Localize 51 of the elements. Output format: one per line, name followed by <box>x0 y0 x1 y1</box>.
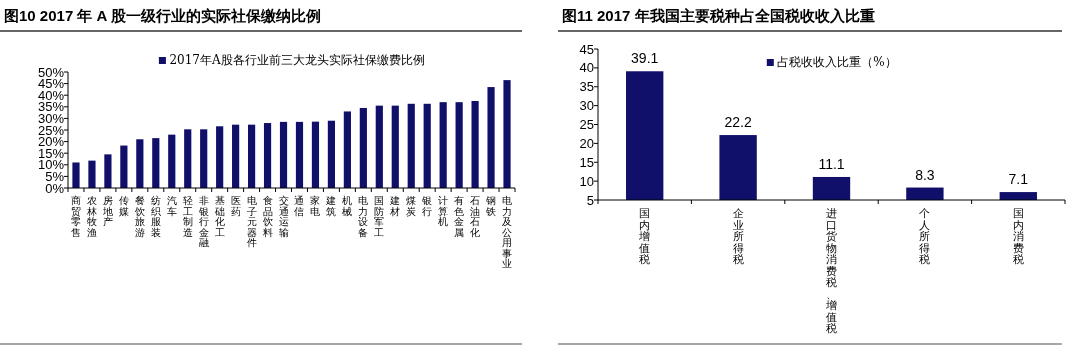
x-tick-label: 餐饮旅游 <box>134 195 145 238</box>
x-tick-label: 计算机 <box>438 195 449 228</box>
data-label: 39.1 <box>631 50 659 67</box>
x-tick-label: 银行 <box>422 195 433 217</box>
x-tick-label: 机械 <box>342 195 353 217</box>
y-tick-label: 25 <box>579 117 594 132</box>
x-tick-label: 通信 <box>294 195 305 217</box>
x-tick-label: 纺织服装 <box>150 195 161 238</box>
x-tick-label: 企业所得税 <box>732 207 744 267</box>
y-tick-label: 5 <box>586 192 594 208</box>
x-tick-label: 石油石化 <box>470 195 481 238</box>
x-tick-label: 有色金属 <box>454 195 465 238</box>
y-tick-label: 40 <box>579 60 594 76</box>
x-tick-label: 基础化工 <box>214 195 225 238</box>
data-label: 11.1 <box>818 155 845 172</box>
x-tick-label: 钢铁 <box>486 195 497 217</box>
x-tick-label: 食品饮料 <box>262 195 273 238</box>
y-tick-label: 45 <box>579 41 594 57</box>
x-tick-label: 轻工制造 <box>182 195 193 238</box>
data-label: 22.2 <box>724 114 752 131</box>
chart-title: 图11 2017 年我国主要税种占全国税收收入比重 <box>562 7 875 26</box>
x-tick-label: 个人所得税 <box>919 207 931 267</box>
x-tick-label: 交通运输 <box>278 195 289 238</box>
x-tick-label: 建筑 <box>326 195 337 217</box>
x-tick-label: 电子元器件 <box>246 195 257 249</box>
x-tick-label: 房地产 <box>102 195 113 228</box>
x-tick-label: 国内消费税 <box>1012 207 1024 267</box>
data-label: 8.3 <box>915 166 935 183</box>
x-tick-label: 商贸零售 <box>70 195 81 238</box>
x-tick-label: 电力设备 <box>358 195 369 238</box>
x-tick-label: 国防军工 <box>374 195 385 238</box>
legend-label: 2017年A股各行业前三大龙头实际社保缴费比例 <box>169 53 425 67</box>
x-tick-label: 传媒 <box>118 195 129 217</box>
y-tick-label: 20 <box>579 135 594 151</box>
y-tick-label: 30 <box>579 98 594 114</box>
x-tick-label: 国内增值税 <box>639 207 651 267</box>
y-tick-label: 35 <box>579 79 594 95</box>
x-tick-label: 煤炭 <box>406 195 417 217</box>
x-tick-label: 建材 <box>390 195 401 217</box>
chart-title: 图10 2017 年 A 股一级行业的实际社保缴纳比例 <box>4 7 321 26</box>
data-label: 7.1 <box>1008 171 1029 188</box>
y-tick-label: 10 <box>579 173 594 189</box>
x-tick-label: 电力及公用事业 <box>502 195 513 270</box>
legend-label: 占税收收入比重（%） <box>777 55 897 69</box>
y-tick-label: 15 <box>579 154 594 170</box>
x-tick-label: 非银行金融 <box>198 195 209 249</box>
category-label: 进口货物消费税、增值税 <box>826 207 837 336</box>
x-tick-label: 医药 <box>230 195 241 217</box>
x-tick-label: 农林牧渔 <box>86 195 97 238</box>
x-tick-label: 家电 <box>310 195 321 217</box>
x-tick-label: 汽车 <box>166 195 177 217</box>
